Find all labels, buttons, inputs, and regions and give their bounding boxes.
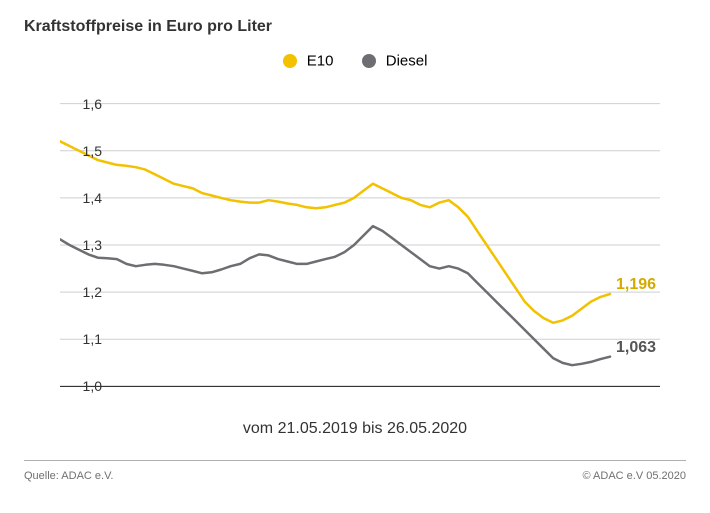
y-tick-label: 1,2 xyxy=(83,284,102,300)
legend-dot-diesel xyxy=(362,54,376,68)
source-text: Quelle: ADAC e.V. xyxy=(24,470,113,482)
copyright-text: © ADAC e.V 05.2020 xyxy=(582,470,686,482)
y-tick-label: 1,0 xyxy=(83,378,102,394)
chart-plot xyxy=(60,80,660,410)
y-tick-label: 1,5 xyxy=(83,143,102,159)
legend-label-e10: E10 xyxy=(307,53,334,70)
footer-divider xyxy=(24,460,686,461)
chart-subtitle: vom 21.05.2019 bis 26.05.2020 xyxy=(0,420,710,438)
legend-dot-e10 xyxy=(283,54,297,68)
chart-title: Kraftstoffpreise in Euro pro Liter xyxy=(24,18,272,36)
legend-item-e10: E10 xyxy=(283,52,334,70)
y-tick-label: 1,1 xyxy=(83,331,102,347)
legend-item-diesel: Diesel xyxy=(362,52,428,70)
series-end-label-diesel: 1,063 xyxy=(616,339,656,357)
y-tick-label: 1,3 xyxy=(83,237,102,253)
legend-label-diesel: Diesel xyxy=(386,53,428,70)
legend: E10 Diesel xyxy=(0,52,710,70)
y-tick-label: 1,6 xyxy=(83,96,102,112)
chart-container: Kraftstoffpreise in Euro pro Liter E10 D… xyxy=(0,0,710,513)
series-end-label-e10: 1,196 xyxy=(616,276,656,294)
y-tick-label: 1,4 xyxy=(83,190,102,206)
